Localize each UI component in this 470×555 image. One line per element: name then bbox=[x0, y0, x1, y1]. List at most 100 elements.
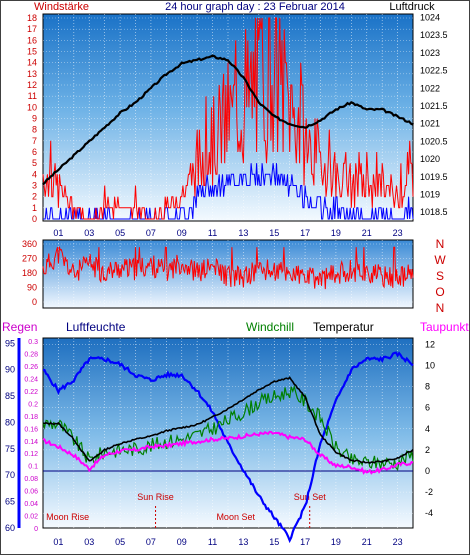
pressure-point bbox=[150, 87, 152, 90]
rain-tick-0.16: 0.16 bbox=[24, 426, 38, 433]
p1-hour-label-13: 13 bbox=[238, 228, 248, 238]
pressure-tick-1019: 1019 bbox=[420, 189, 440, 199]
pressure-point bbox=[258, 101, 260, 104]
pressure-point bbox=[227, 59, 229, 61]
rain-tick-0.18: 0.18 bbox=[24, 414, 38, 421]
direction-tick-360: 360 bbox=[22, 239, 37, 249]
rain-tick-0.1: 0.1 bbox=[28, 464, 38, 471]
pressure-point bbox=[335, 108, 337, 111]
annotation-moon-rise: Moon Rise bbox=[46, 512, 89, 522]
wind-tick-17: 17 bbox=[27, 24, 37, 34]
wind-tick-2: 2 bbox=[32, 192, 37, 202]
wind-tick-7: 7 bbox=[32, 136, 37, 146]
pressure-point bbox=[396, 115, 399, 118]
p1-hour-label-23: 23 bbox=[393, 228, 403, 238]
pressure-tick-1020.5: 1020.5 bbox=[420, 136, 448, 146]
pressure-point bbox=[88, 140, 91, 143]
rain-tick-0.3: 0.3 bbox=[28, 339, 38, 346]
humidity-tick-80: 80 bbox=[5, 417, 15, 427]
annotation-moon-set: Moon Set bbox=[216, 512, 255, 522]
temp-tick-6: 6 bbox=[425, 403, 430, 413]
wind-tick-5: 5 bbox=[32, 158, 37, 168]
dewpoint-series bbox=[42, 430, 414, 475]
legend-windchill: Windchill bbox=[246, 320, 294, 334]
p1-hour-label-11: 11 bbox=[208, 228, 217, 238]
temp-tick--4: -4 bbox=[425, 508, 433, 518]
wind-tick-6: 6 bbox=[32, 147, 37, 157]
pressure-point bbox=[134, 101, 137, 104]
p3-hour-label-11: 11 bbox=[208, 537, 217, 547]
annotation-sun-rise: Sun Rise bbox=[137, 492, 174, 502]
legend-temperature: Temperatur bbox=[313, 320, 374, 334]
direction-series bbox=[42, 246, 414, 290]
humidity-tick-85: 85 bbox=[5, 391, 15, 401]
humidity-tick-60: 60 bbox=[5, 523, 15, 533]
rain-tick-0.12: 0.12 bbox=[24, 451, 38, 458]
pressure-tick-1022.5: 1022.5 bbox=[420, 66, 448, 76]
pressure-point bbox=[412, 122, 414, 125]
p3-hour-label-19: 19 bbox=[331, 537, 341, 547]
rain-tick-0.28: 0.28 bbox=[24, 352, 38, 359]
humidity-tick-65: 65 bbox=[5, 497, 15, 507]
direction-tick-90: 90 bbox=[27, 283, 37, 293]
direction-tick-180: 180 bbox=[22, 268, 37, 278]
wind-tick-16: 16 bbox=[27, 35, 37, 45]
rain-tick-0.24: 0.24 bbox=[24, 376, 38, 383]
humidity-tick-90: 90 bbox=[5, 365, 15, 375]
pressure-point bbox=[57, 168, 60, 171]
wind-tick-10: 10 bbox=[27, 102, 37, 112]
humidity-tick-95: 95 bbox=[5, 338, 15, 348]
pressure-tick-1022: 1022 bbox=[420, 83, 440, 93]
temperature-series bbox=[42, 376, 414, 465]
direction-tick-0: 0 bbox=[32, 297, 37, 307]
pressure-point bbox=[211, 55, 214, 58]
p1-hour-label-09: 09 bbox=[177, 228, 187, 238]
temp-tick-0: 0 bbox=[425, 466, 430, 476]
rain-tick-0.14: 0.14 bbox=[24, 439, 38, 446]
pressure-point bbox=[196, 59, 198, 61]
wind-series bbox=[42, 17, 414, 220]
pressure-point bbox=[273, 115, 276, 118]
rain-tick-0.06: 0.06 bbox=[24, 489, 38, 496]
wind-low-series bbox=[43, 163, 414, 220]
temp-tick-8: 8 bbox=[425, 382, 430, 392]
pressure-point bbox=[42, 183, 44, 185]
humidity-tick-70: 70 bbox=[5, 470, 15, 480]
p1-hour-label-19: 19 bbox=[331, 228, 341, 238]
pressure-point bbox=[381, 108, 383, 111]
pressure-point bbox=[350, 101, 353, 104]
windchill-series bbox=[42, 384, 414, 472]
humidity-tick-75: 75 bbox=[5, 444, 15, 454]
annotation-sun-set: Sun Set bbox=[294, 492, 327, 502]
compass-label-3: O bbox=[435, 285, 444, 299]
wind-tick-9: 9 bbox=[32, 114, 37, 124]
p1-hour-label-21: 21 bbox=[362, 228, 372, 238]
pressure-point bbox=[165, 73, 168, 75]
compass-label-2: S bbox=[436, 269, 444, 283]
rain-tick-0.02: 0.02 bbox=[24, 514, 38, 521]
p3-hour-label-17: 17 bbox=[300, 537, 310, 547]
wind-tick-12: 12 bbox=[27, 80, 37, 90]
humidity-series bbox=[42, 351, 414, 544]
temp-tick-2: 2 bbox=[425, 445, 430, 455]
wind-tick-15: 15 bbox=[27, 47, 37, 57]
p3-hour-label-01: 01 bbox=[53, 537, 63, 547]
pressure-point bbox=[319, 119, 322, 121]
pressure-point bbox=[304, 126, 306, 129]
pressure-point bbox=[73, 154, 75, 157]
pressure-tick-1020: 1020 bbox=[420, 154, 440, 164]
pressure-point bbox=[288, 122, 291, 125]
wind-tick-11: 11 bbox=[28, 91, 37, 101]
direction-tick-270: 270 bbox=[22, 254, 37, 264]
rain-tick-0.22: 0.22 bbox=[24, 389, 38, 396]
rain-tick-0.04: 0.04 bbox=[24, 501, 38, 508]
pressure-tick-1021: 1021 bbox=[420, 119, 440, 129]
p3-hour-label-03: 03 bbox=[84, 537, 94, 547]
pressure-tick-1023.5: 1023.5 bbox=[420, 30, 448, 40]
rain-tick-0.2: 0.2 bbox=[28, 401, 38, 408]
compass-label-4: N bbox=[436, 301, 445, 315]
